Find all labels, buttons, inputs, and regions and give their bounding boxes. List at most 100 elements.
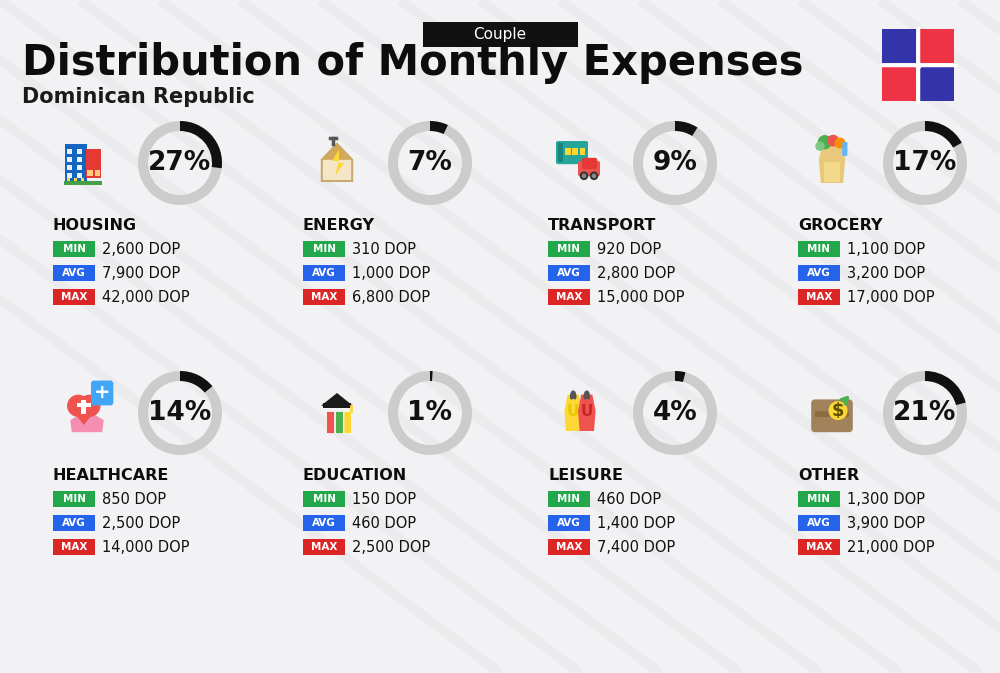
Wedge shape [633,371,717,455]
FancyBboxPatch shape [582,157,597,169]
Text: AVG: AVG [312,268,336,278]
Text: MIN: MIN [558,494,580,504]
Text: 850 DOP: 850 DOP [102,491,166,507]
FancyBboxPatch shape [67,178,70,183]
FancyBboxPatch shape [323,403,351,409]
Text: MAX: MAX [311,542,337,552]
Text: 3,900 DOP: 3,900 DOP [847,516,925,530]
Polygon shape [69,406,99,425]
FancyBboxPatch shape [335,411,343,433]
Text: HEALTHCARE: HEALTHCARE [53,468,169,483]
FancyBboxPatch shape [303,241,345,257]
Text: AVG: AVG [312,518,336,528]
Text: 7,400 DOP: 7,400 DOP [597,540,675,555]
Wedge shape [633,121,717,205]
FancyBboxPatch shape [95,170,100,176]
Text: MIN: MIN [62,494,86,504]
FancyBboxPatch shape [77,149,82,154]
FancyBboxPatch shape [53,515,95,531]
FancyBboxPatch shape [920,67,954,101]
Wedge shape [883,371,967,455]
FancyBboxPatch shape [326,411,334,433]
Wedge shape [430,121,448,134]
Text: 21%: 21% [893,400,957,426]
Text: TRANSPORT: TRANSPORT [548,217,656,232]
Polygon shape [322,144,352,160]
Text: AVG: AVG [807,268,831,278]
FancyBboxPatch shape [77,173,82,178]
Text: 460 DOP: 460 DOP [352,516,416,530]
Text: MAX: MAX [311,292,337,302]
Circle shape [829,402,847,419]
Wedge shape [675,121,698,136]
FancyBboxPatch shape [81,400,86,414]
Text: AVG: AVG [557,268,581,278]
Circle shape [816,142,824,150]
Polygon shape [332,149,344,176]
FancyBboxPatch shape [548,265,590,281]
Text: 21,000 DOP: 21,000 DOP [847,540,935,555]
Text: 14%: 14% [148,400,212,426]
Circle shape [590,172,598,180]
Text: MIN: MIN [62,244,86,254]
Text: MAX: MAX [61,542,87,552]
Text: MIN: MIN [808,494,830,504]
Text: Dominican Republic: Dominican Republic [22,87,255,107]
Text: MAX: MAX [806,292,832,302]
FancyBboxPatch shape [422,22,578,47]
FancyBboxPatch shape [303,265,345,281]
Text: 1%: 1% [408,400,452,426]
Text: 4%: 4% [653,400,697,426]
Circle shape [79,396,100,416]
Text: U: U [581,404,593,419]
Text: GROCERY: GROCERY [798,217,883,232]
Text: +: + [94,384,110,402]
Text: AVG: AVG [807,518,831,528]
Polygon shape [321,393,353,406]
Wedge shape [388,121,472,205]
Text: 2,500 DOP: 2,500 DOP [352,540,430,555]
Wedge shape [883,121,967,205]
FancyBboxPatch shape [548,539,590,555]
FancyBboxPatch shape [326,411,327,433]
FancyBboxPatch shape [65,144,87,182]
FancyBboxPatch shape [67,173,72,178]
Text: MIN: MIN [312,244,336,254]
Circle shape [818,136,831,149]
Circle shape [835,138,845,148]
Text: 2,800 DOP: 2,800 DOP [597,266,675,281]
Text: 15,000 DOP: 15,000 DOP [597,289,684,304]
Circle shape [580,172,588,180]
Text: 920 DOP: 920 DOP [597,242,661,256]
Wedge shape [925,121,962,147]
Wedge shape [925,371,966,405]
FancyBboxPatch shape [798,265,840,281]
FancyBboxPatch shape [798,241,840,257]
FancyBboxPatch shape [798,515,840,531]
FancyBboxPatch shape [798,491,840,507]
Wedge shape [430,371,433,381]
Text: MIN: MIN [558,244,580,254]
FancyBboxPatch shape [87,170,93,176]
Text: MIN: MIN [312,494,336,504]
FancyBboxPatch shape [548,491,590,507]
FancyBboxPatch shape [842,142,847,156]
Text: 9%: 9% [653,150,697,176]
FancyBboxPatch shape [548,241,590,257]
FancyBboxPatch shape [303,515,345,531]
FancyBboxPatch shape [882,29,916,63]
Text: Couple: Couple [473,27,527,42]
Text: AVG: AVG [62,268,86,278]
Text: 7,900 DOP: 7,900 DOP [102,266,180,281]
FancyBboxPatch shape [81,178,84,183]
FancyBboxPatch shape [67,165,72,170]
FancyBboxPatch shape [920,29,954,63]
Text: $: $ [832,402,844,419]
FancyBboxPatch shape [798,289,840,305]
Wedge shape [138,371,222,455]
Circle shape [828,135,838,146]
Text: MAX: MAX [556,292,582,302]
FancyBboxPatch shape [343,411,345,433]
Text: MAX: MAX [806,542,832,552]
FancyBboxPatch shape [558,143,563,162]
